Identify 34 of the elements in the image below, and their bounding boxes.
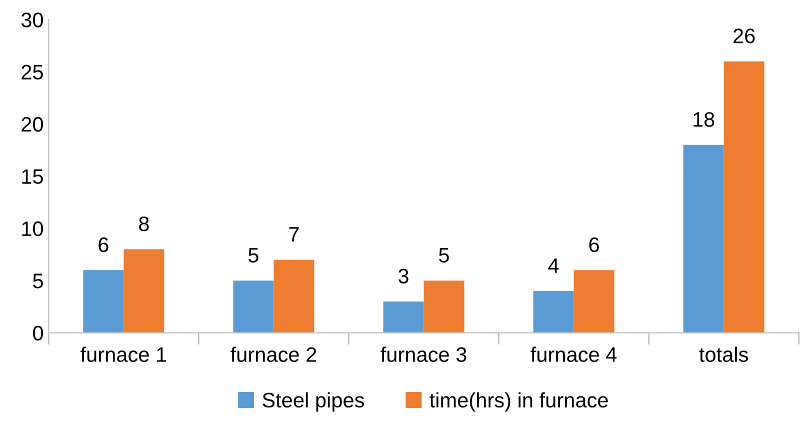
bar — [574, 270, 614, 333]
data-label: 5 — [248, 248, 258, 263]
data-label: 6 — [589, 237, 599, 252]
bar — [124, 249, 164, 333]
data-label: 26 — [734, 28, 755, 44]
x-tick-label: furnace 4 — [530, 346, 617, 362]
x-tick-label: furnace 1 — [80, 346, 166, 362]
data-label: 5 — [439, 248, 449, 263]
legend-label: Steel pipes — [262, 392, 364, 412]
y-tick-label: 25 — [22, 64, 43, 80]
bar — [424, 280, 464, 333]
y-tick-label: 0 — [33, 326, 43, 341]
bar — [233, 280, 274, 333]
bar — [533, 291, 574, 333]
bar — [274, 260, 314, 333]
bar — [724, 61, 764, 333]
bar — [383, 301, 424, 333]
x-tick-label: furnace 3 — [380, 346, 466, 362]
legend-label: time(hrs) in furnace — [430, 392, 608, 412]
data-label: 6 — [98, 237, 108, 252]
bar — [83, 270, 124, 333]
data-label: 4 — [548, 258, 559, 273]
y-tick-label: 15 — [22, 169, 43, 184]
y-tick-label: 30 — [21, 12, 43, 28]
y-tick-label: 20 — [22, 116, 43, 132]
data-label: 7 — [289, 227, 299, 242]
bar — [683, 144, 724, 333]
x-tick-label: furnace 2 — [230, 346, 316, 362]
y-tick-label: 10 — [22, 221, 43, 236]
y-tick-label: 5 — [33, 274, 43, 288]
data-label: 3 — [398, 268, 408, 284]
x-tick-label: totals — [699, 346, 748, 362]
data-label: 18 — [694, 112, 714, 127]
data-label: 8 — [139, 216, 149, 232]
